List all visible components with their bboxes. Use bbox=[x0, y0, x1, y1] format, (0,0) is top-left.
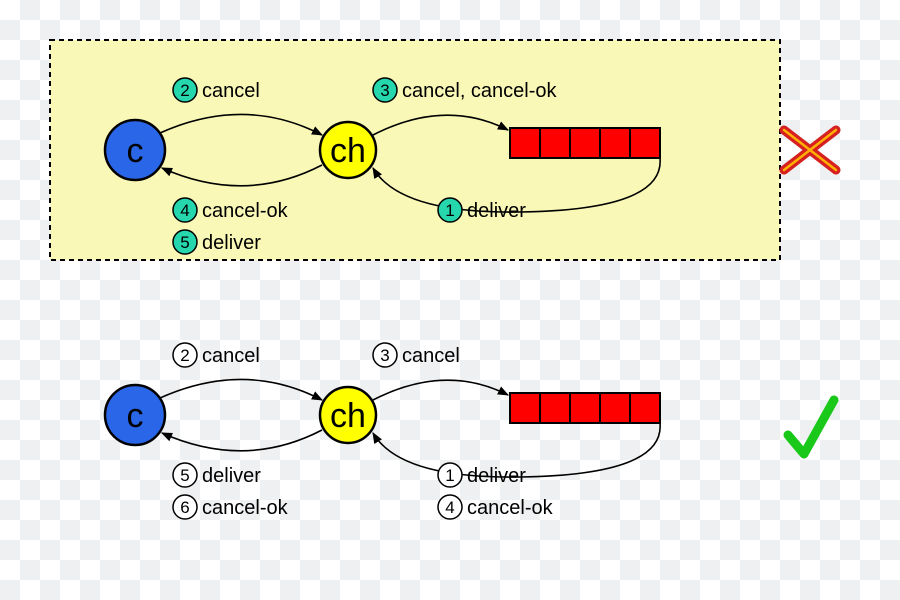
svg-text:cancel: cancel bbox=[202, 80, 260, 102]
bottom-node-c: c bbox=[105, 385, 165, 445]
svg-text:cancel-ok: cancel-ok bbox=[467, 497, 554, 519]
svg-text:5: 5 bbox=[180, 466, 189, 485]
svg-text:cancel-ok: cancel-ok bbox=[202, 497, 289, 519]
svg-text:1: 1 bbox=[445, 201, 454, 220]
svg-text:ch: ch bbox=[330, 397, 366, 435]
svg-text:deliver: deliver bbox=[467, 200, 526, 222]
top-node-c: c bbox=[105, 120, 165, 180]
label-bot-6: 6 cancel-ok bbox=[173, 495, 289, 519]
svg-text:deliver: deliver bbox=[467, 465, 526, 487]
cross-icon bbox=[784, 130, 836, 170]
label-bot-3: 3 cancel bbox=[373, 343, 460, 367]
label-top-4: 4 cancel-ok bbox=[173, 198, 289, 222]
top-queue bbox=[510, 128, 660, 158]
svg-text:2: 2 bbox=[180, 81, 189, 100]
svg-text:cancel: cancel bbox=[202, 345, 260, 367]
svg-text:c: c bbox=[127, 397, 144, 435]
svg-text:6: 6 bbox=[180, 498, 189, 517]
label-bot-1: 1 deliver bbox=[438, 463, 526, 487]
svg-text:cancel-ok: cancel-ok bbox=[202, 200, 289, 222]
svg-text:1: 1 bbox=[445, 466, 454, 485]
label-bot-5: 5 deliver bbox=[173, 463, 261, 487]
diagram-svg: c ch 2 cancel 3 cancel, cancel-ok 4 cancel-… bbox=[0, 0, 900, 600]
label-top-2: 2 cancel bbox=[173, 78, 260, 102]
svg-text:deliver: deliver bbox=[202, 465, 261, 487]
svg-text:c: c bbox=[127, 132, 144, 170]
svg-text:4: 4 bbox=[180, 201, 189, 220]
svg-text:ch: ch bbox=[330, 132, 366, 170]
svg-text:deliver: deliver bbox=[202, 232, 261, 254]
bottom-queue bbox=[510, 393, 660, 423]
svg-text:3: 3 bbox=[380, 346, 389, 365]
svg-text:2: 2 bbox=[180, 346, 189, 365]
check-icon bbox=[788, 400, 834, 454]
bottom-node-ch: ch bbox=[320, 387, 376, 443]
svg-text:cancel, cancel-ok: cancel, cancel-ok bbox=[402, 80, 558, 102]
label-bot-4: 4 cancel-ok bbox=[438, 495, 554, 519]
svg-text:cancel: cancel bbox=[402, 345, 460, 367]
svg-text:5: 5 bbox=[180, 233, 189, 252]
svg-text:3: 3 bbox=[380, 81, 389, 100]
svg-text:4: 4 bbox=[445, 498, 454, 517]
top-node-ch: ch bbox=[320, 122, 376, 178]
label-top-1: 1 deliver bbox=[438, 198, 526, 222]
label-top-5: 5 deliver bbox=[173, 230, 261, 254]
label-bot-2: 2 cancel bbox=[173, 343, 260, 367]
